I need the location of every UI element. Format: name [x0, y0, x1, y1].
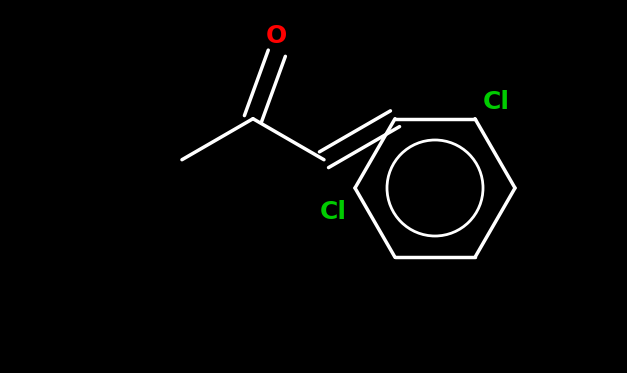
Text: Cl: Cl [483, 90, 510, 114]
Text: O: O [266, 24, 287, 48]
Text: Cl: Cl [320, 200, 347, 224]
